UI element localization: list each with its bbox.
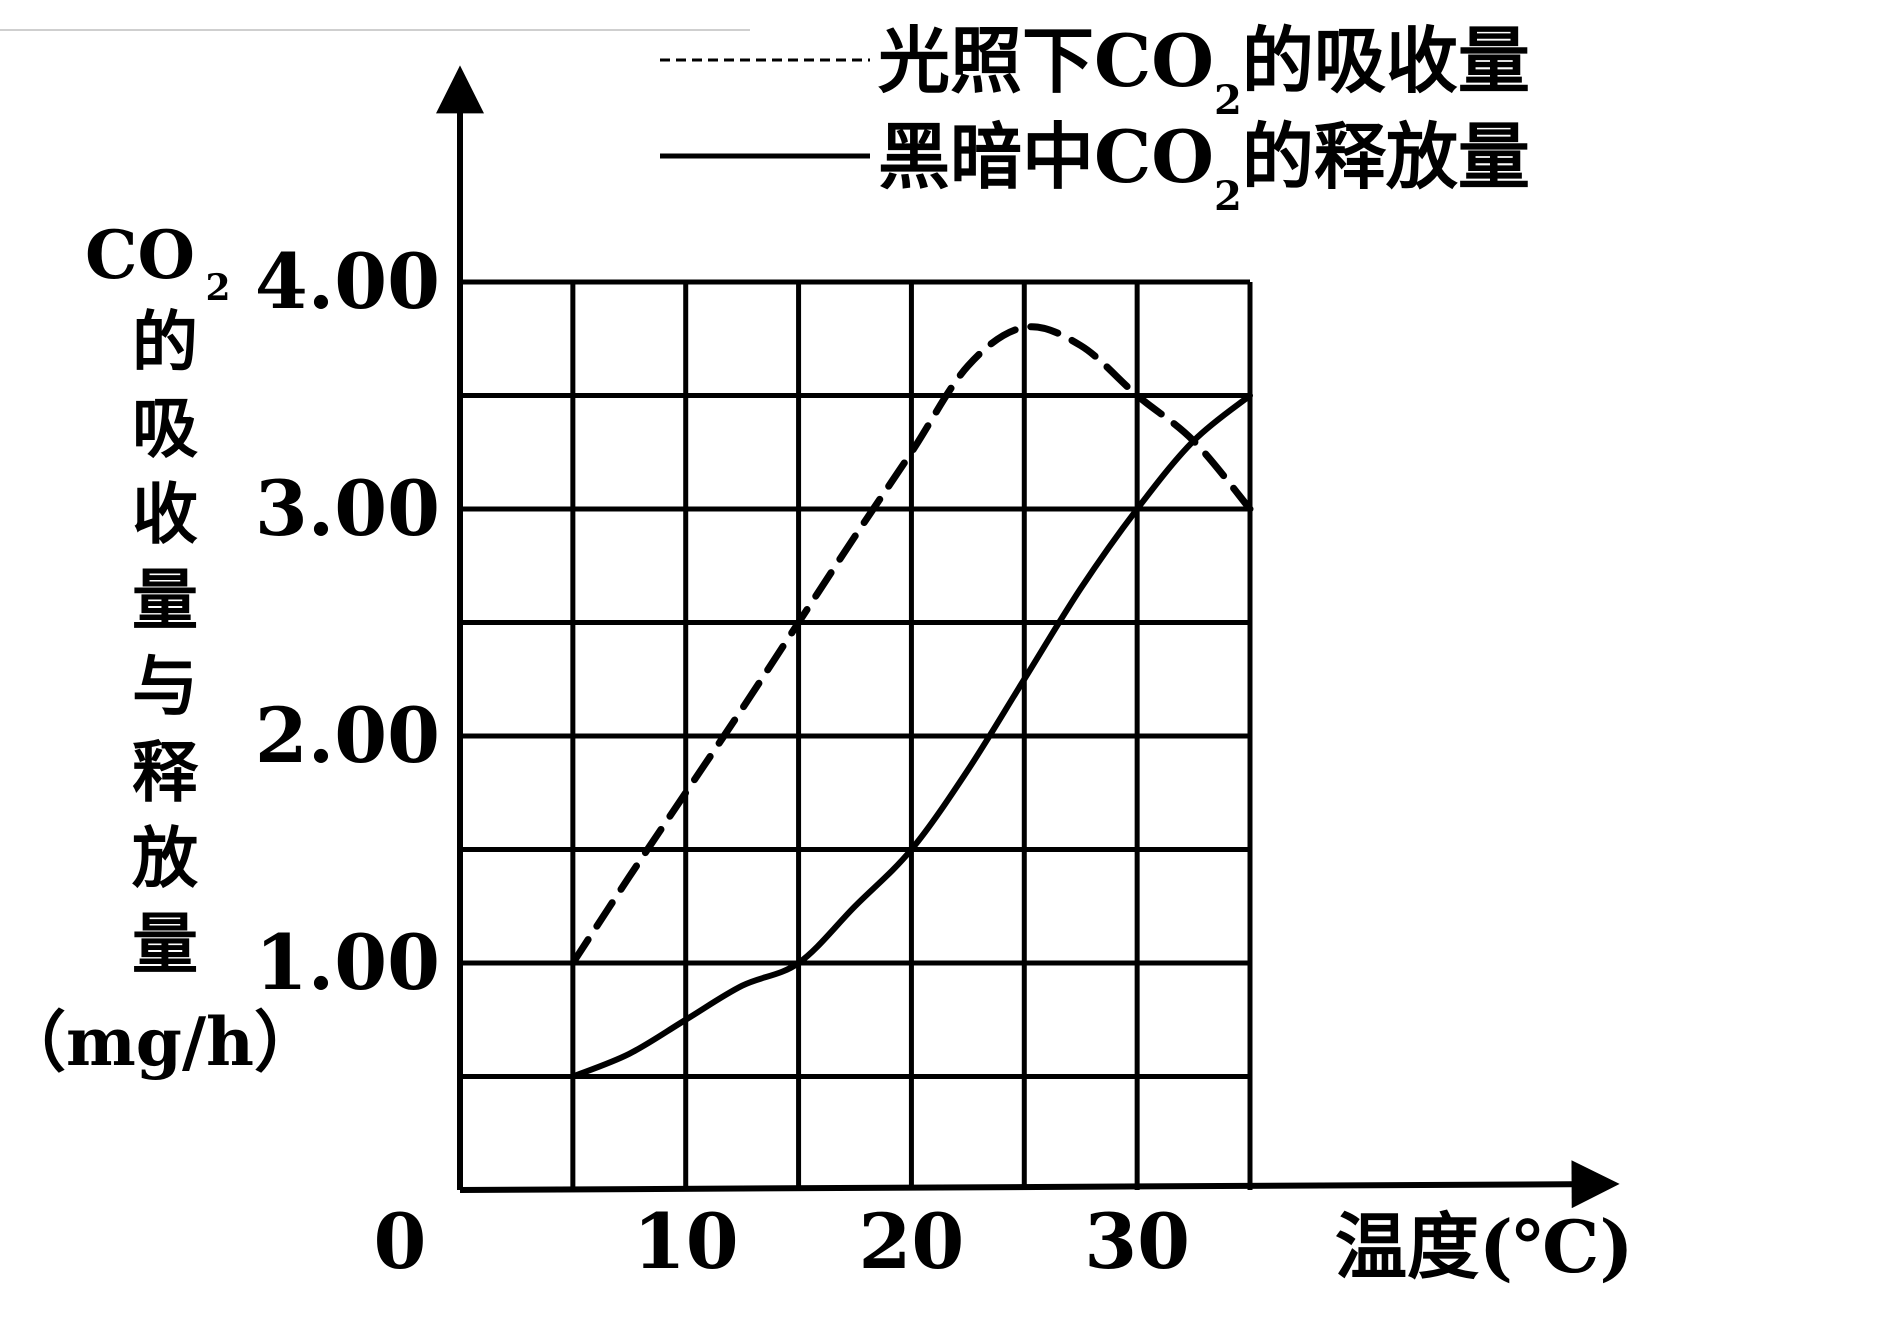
x-axis [459,1160,1620,1209]
series-line-light-absorption [569,323,1254,967]
y-axis-title-char: 释 [132,733,199,811]
grid [460,279,1253,1190]
y-tick-label: 2.00 [255,691,440,780]
origin-label: 0 [374,1197,427,1286]
legend-label: 黑暗中CO2的释放量 [878,114,1530,220]
y-tick-label: 1.00 [255,918,440,1007]
y-axis-title-unit: （mg/h） [0,1003,320,1081]
x-tick-label: 20 [859,1197,965,1286]
series-line-dark-release [569,392,1253,1080]
y-axis-title-char: 的 [132,303,198,381]
axes [436,65,1620,1209]
legend-label: 光照下CO2的吸收量 [878,18,1530,124]
y-tick-label: 4.00 [255,237,440,326]
y-axis-title-char: 放 [132,819,198,897]
series [569,323,1254,1080]
y-axis-title-char: 量 [132,905,198,983]
y-axis-title-char: 与 [132,647,198,725]
y-axis-title-char: 收 [132,475,198,553]
y-axis-title-char: 量 [132,561,198,639]
y-axis-title-subscript: 2 [205,267,230,309]
y-axis-title-char: 吸 [132,389,198,467]
x-axis-title: 温度(℃) [1335,1204,1633,1289]
x-tick-label: 30 [1084,1197,1190,1286]
y-tick-label: 3.00 [255,464,440,553]
x-tick-label: 10 [633,1197,739,1286]
y-axis-title-co: CO [85,216,195,294]
